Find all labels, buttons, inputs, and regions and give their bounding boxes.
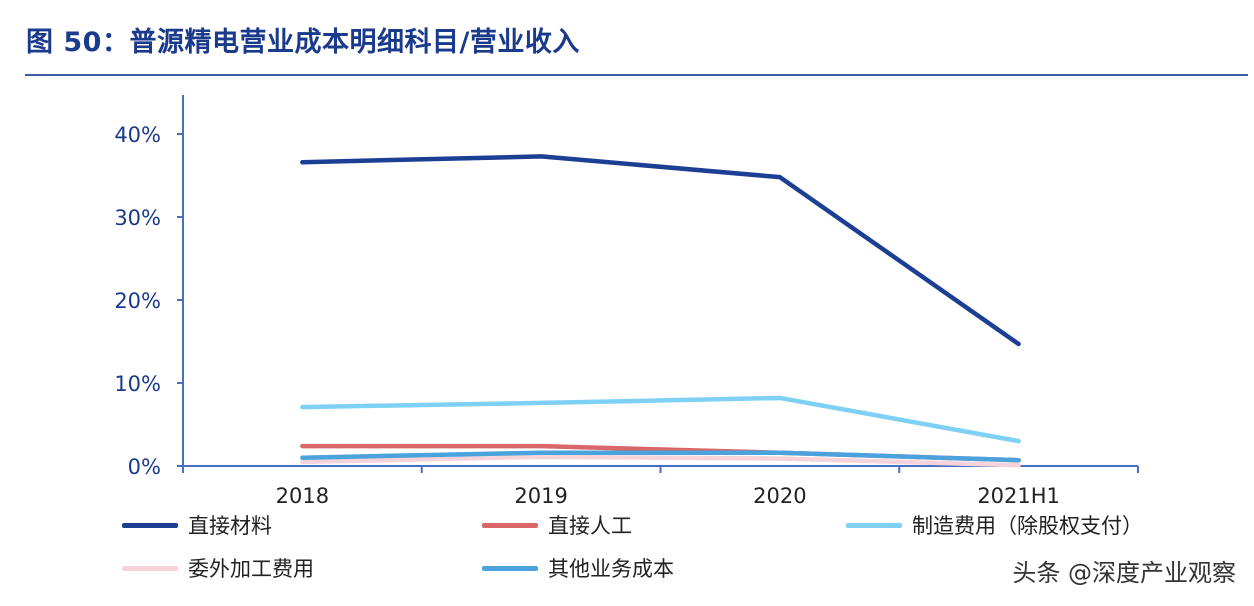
legend-label: 制造费用（除股权支付） bbox=[912, 514, 1143, 538]
legend-swatch bbox=[482, 522, 538, 528]
chart-title: 图 50：普源精电营业成本明细科目/营业收入 bbox=[26, 27, 580, 58]
y-tick-label: 0% bbox=[128, 455, 161, 479]
y-tick-label: 10% bbox=[114, 372, 161, 396]
series-line bbox=[300, 450, 1021, 463]
legend-item: 委外加工费用 bbox=[122, 553, 314, 583]
series-line bbox=[300, 154, 1021, 347]
x-tick-label: 2018 bbox=[276, 484, 329, 508]
x-tick-label: 2020 bbox=[753, 484, 806, 508]
legend-label: 其他业务成本 bbox=[548, 557, 674, 581]
legend-label: 直接材料 bbox=[188, 514, 272, 538]
x-tick-label: 2021H1 bbox=[977, 484, 1060, 508]
y-tick-label: 30% bbox=[114, 206, 161, 230]
legend-label: 直接人工 bbox=[548, 514, 632, 538]
legend-swatch bbox=[846, 522, 902, 528]
y-tick-label: 40% bbox=[114, 123, 161, 147]
legend-item: 直接人工 bbox=[482, 510, 632, 540]
title-divider bbox=[25, 74, 1248, 76]
legend-item: 制造费用（除股权支付） bbox=[846, 510, 1143, 540]
legend-label: 委外加工费用 bbox=[188, 557, 314, 581]
series-line bbox=[300, 454, 1021, 468]
x-tick-label: 2019 bbox=[514, 484, 567, 508]
legend-swatch bbox=[122, 522, 178, 528]
legend-swatch bbox=[122, 565, 178, 571]
series-line bbox=[300, 395, 1021, 444]
y-tick-label: 20% bbox=[114, 289, 161, 313]
legend-item: 其他业务成本 bbox=[482, 553, 674, 583]
legend-swatch bbox=[482, 565, 538, 571]
legend-item: 直接材料 bbox=[122, 510, 272, 540]
watermark: 头条 @深度产业观察 bbox=[1012, 559, 1236, 587]
